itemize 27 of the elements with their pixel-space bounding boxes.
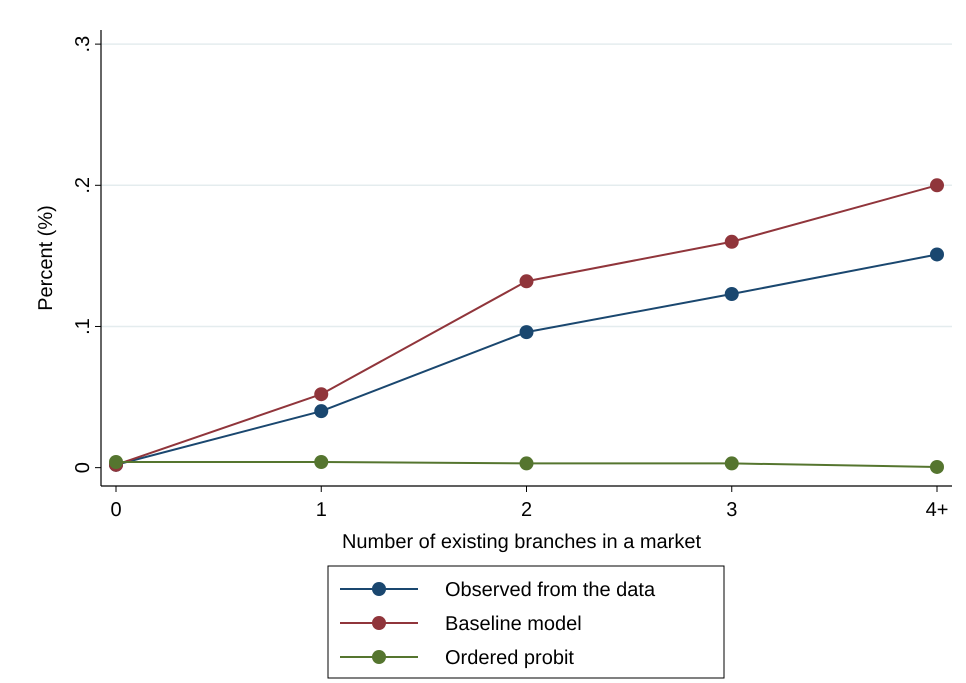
- x-tick-label: 4+: [926, 499, 948, 521]
- point: [724, 456, 739, 470]
- point: [724, 234, 739, 249]
- point: [520, 325, 534, 340]
- point: [930, 247, 944, 262]
- y-tick-label: 0: [72, 462, 94, 474]
- x-tick-label: 1: [316, 499, 327, 521]
- legend-label: Observed from the data: [445, 579, 656, 601]
- point: [724, 287, 739, 301]
- x-tick-label: 3: [726, 499, 738, 521]
- x-axis-title: Number of existing branches in a market: [342, 531, 702, 553]
- point: [930, 460, 944, 474]
- point: [520, 456, 534, 470]
- point: [314, 387, 328, 402]
- y-tick-label: .2: [72, 176, 94, 194]
- legend-label: Baseline model: [445, 613, 582, 635]
- point: [109, 455, 123, 469]
- y-tick-label: .3: [72, 36, 94, 52]
- point: [314, 455, 328, 469]
- point: [314, 404, 328, 418]
- x-tick-label: 0: [110, 499, 122, 521]
- x-tick-label: 2: [520, 499, 532, 521]
- point: [930, 178, 944, 192]
- y-tick-label: .1: [72, 318, 94, 335]
- point: [520, 274, 534, 288]
- y-axis-title: Percent (%): [35, 205, 57, 311]
- legend-label: Ordered probit: [445, 647, 574, 669]
